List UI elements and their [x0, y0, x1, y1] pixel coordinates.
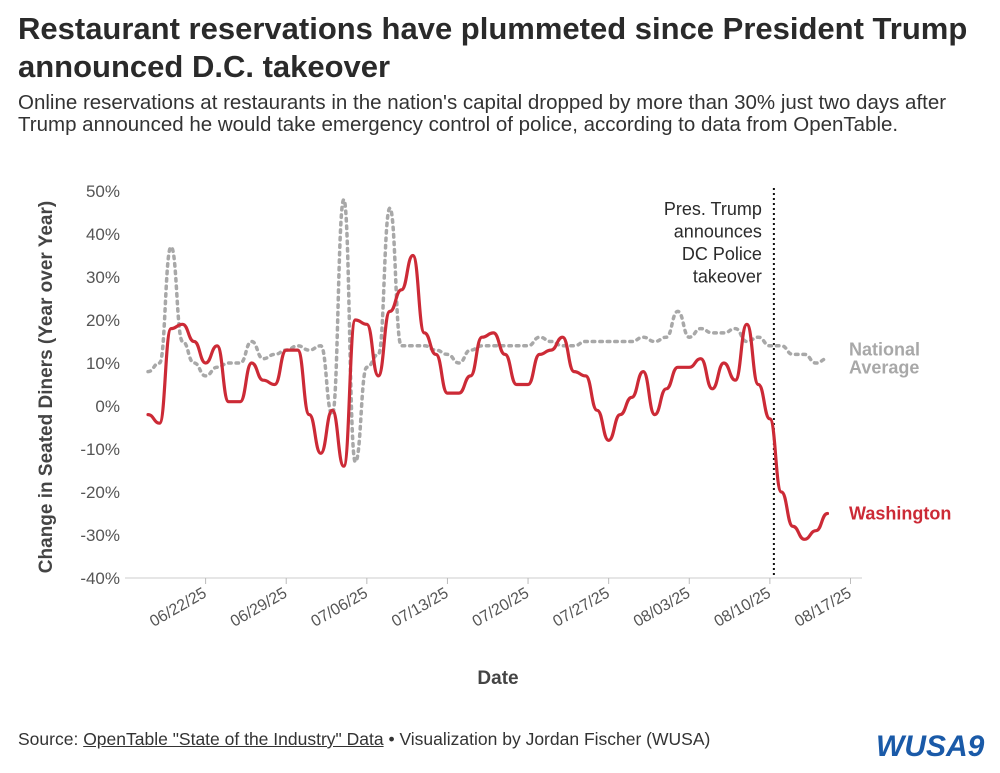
- y-tick-label: 10%: [86, 354, 120, 373]
- x-tick-label: 06/22/25: [147, 585, 210, 631]
- y-axis-ticks: -40% -30% -20% -10% 0% 10% 20% 30% 40% 50%: [80, 182, 120, 588]
- y-axis-label: Change in Seated Diners (Year over Year): [36, 201, 57, 573]
- annotation-text: announces: [674, 222, 762, 242]
- annotation-text: takeover: [693, 267, 762, 287]
- y-tick-label: -20%: [80, 483, 120, 502]
- series-label-national-average: Average: [849, 358, 919, 378]
- x-tick-label: 07/27/25: [550, 585, 613, 631]
- footer-separator: •: [383, 729, 400, 749]
- y-tick-label: 30%: [86, 268, 120, 287]
- series-line-washington: [146, 253, 830, 541]
- chart-subtitle: Online reservations at restaurants in th…: [18, 91, 947, 136]
- logo-text: WUSA9: [876, 730, 985, 763]
- source-footer: Source: OpenTable "State of the Industry…: [18, 729, 710, 750]
- visualization-credit: Visualization by Jordan Fischer (WUSA): [399, 729, 711, 749]
- y-tick-label: 50%: [86, 182, 120, 201]
- y-tick-label: 40%: [86, 225, 120, 244]
- wusa9-logo: WUSA9: [876, 730, 985, 763]
- series-label-national-average: National: [849, 340, 920, 360]
- x-tick-label: 07/20/25: [470, 585, 533, 631]
- annotation-text: DC Police: [682, 244, 762, 264]
- y-tick-label: 20%: [86, 311, 120, 330]
- source-prefix: Source:: [18, 729, 84, 749]
- x-tick-label: 08/10/25: [711, 585, 774, 631]
- x-tick-label: 06/29/25: [228, 585, 291, 631]
- y-tick-label: -40%: [80, 569, 120, 588]
- series-line-national-average: [146, 197, 830, 464]
- x-axis: 06/22/25 06/29/25 07/06/25 07/13/25 07/20/25…: [125, 577, 862, 631]
- x-tick-label: 07/06/25: [308, 585, 371, 631]
- x-tick-label: 08/17/25: [792, 585, 855, 631]
- annotation-text: Pres. Trump: [664, 199, 762, 219]
- x-tick-label: 08/03/25: [631, 585, 694, 631]
- series-lines: [146, 197, 830, 541]
- x-axis-label: Date: [477, 668, 518, 689]
- source-link[interactable]: OpenTable "State of the Industry" Data: [83, 729, 384, 749]
- y-tick-label: -10%: [80, 440, 120, 459]
- line-chart: -40% -30% -20% -10% 0% 10% 20% 30% 40% 50% 06/22/…: [36, 182, 951, 689]
- series-label-washington: Washington: [849, 504, 951, 524]
- y-tick-label: -30%: [80, 526, 120, 545]
- x-tick-label: 07/13/25: [389, 585, 452, 631]
- chart-title: Restaurant reservations have plummeted s…: [18, 11, 968, 84]
- y-tick-label: 0%: [95, 397, 120, 416]
